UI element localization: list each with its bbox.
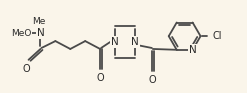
- Text: O: O: [148, 75, 156, 85]
- Text: N: N: [189, 45, 196, 55]
- Text: MeO: MeO: [11, 29, 31, 38]
- Text: Me: Me: [32, 17, 45, 26]
- Text: O: O: [96, 73, 104, 83]
- Text: N: N: [111, 37, 119, 47]
- Text: Cl: Cl: [212, 31, 222, 41]
- Text: O: O: [23, 64, 30, 74]
- Text: N: N: [37, 28, 44, 38]
- Text: N: N: [131, 37, 139, 47]
